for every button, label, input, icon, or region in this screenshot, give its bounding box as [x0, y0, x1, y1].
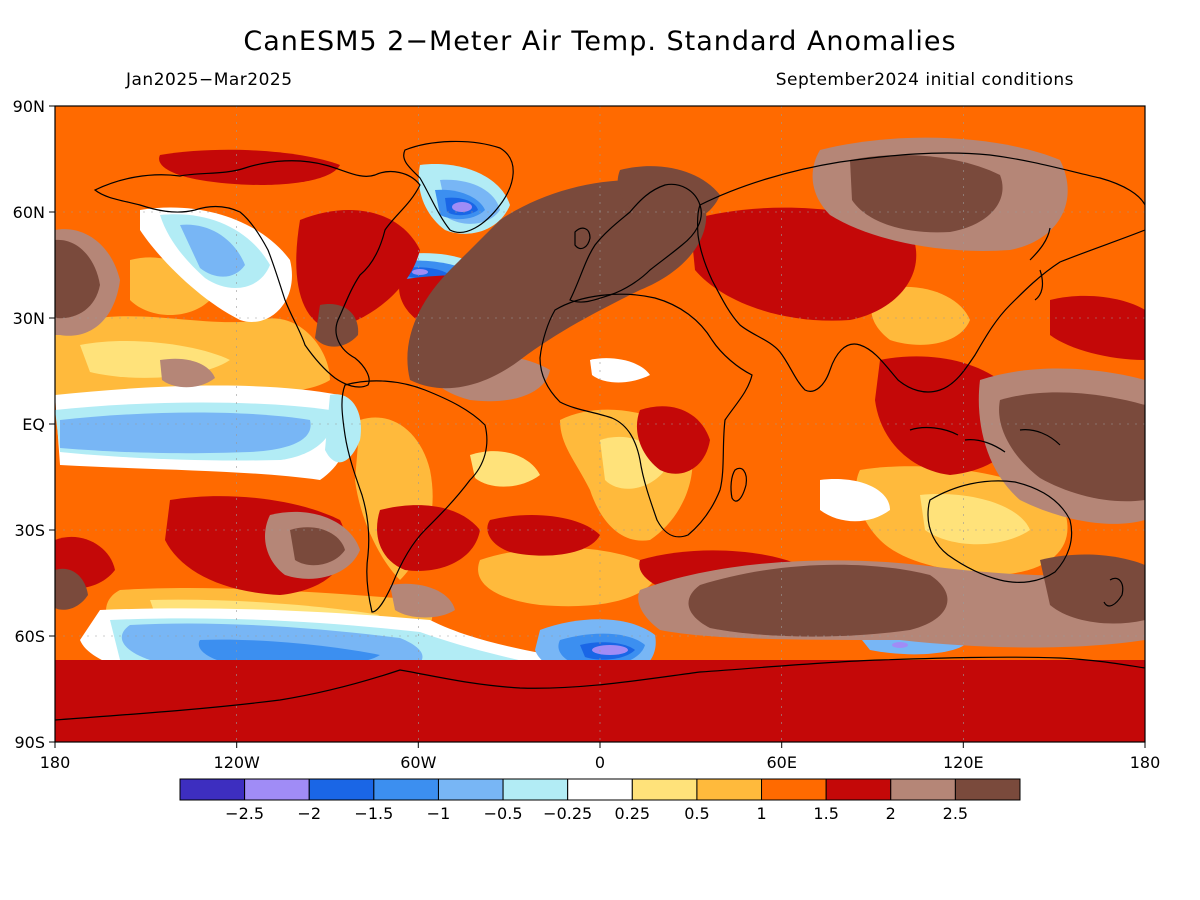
british-isles-coast: [574, 227, 591, 250]
chart-title: CanESM5 2−Meter Air Temp. Standard Anoma…: [243, 26, 957, 57]
lon-tick-label: 0: [595, 753, 605, 772]
north-america-coast: [93, 160, 421, 388]
colorbar-label: −0.25: [543, 804, 592, 823]
colorbar-label: −2.5: [225, 804, 264, 823]
antarctica-coast: [55, 656, 1145, 721]
colorbar-swatch: [890, 778, 956, 801]
colorbar-swatch: [437, 778, 504, 801]
asia-coast: [697, 152, 1145, 393]
lat-tick-label: 60S: [14, 627, 45, 646]
colorbar-label: −1.5: [354, 804, 393, 823]
lat-tick-label: 60N: [13, 203, 45, 222]
field-extreme-cold: [412, 202, 908, 655]
forecast-period: Jan2025−Mar2025: [126, 70, 293, 90]
south-america-coast: [341, 380, 488, 613]
lat-tick-label: 30N: [13, 309, 45, 328]
colorbar-swatch: [761, 778, 827, 801]
colorbar-label: 2: [886, 804, 896, 823]
colorbar-label: −0.5: [484, 804, 523, 823]
tick-marks: [49, 105, 1146, 748]
colorbar-label: 0.5: [684, 804, 709, 823]
colorbar-swatch: [502, 778, 569, 801]
latitude-labels: 90N 60N 30N EQ 30S 60S 90S: [13, 97, 45, 752]
australia-coast: [927, 480, 1073, 583]
lat-tick-label: 90N: [13, 97, 45, 116]
graticule: [55, 106, 1145, 742]
lon-tick-label: 60E: [766, 753, 796, 772]
lon-tick-label: 180: [40, 753, 71, 772]
colorbar-swatch: [825, 778, 892, 801]
japan-coast: [1029, 227, 1051, 301]
colorbar-swatch: [954, 778, 1021, 801]
indonesia-coast: [909, 426, 1061, 453]
lat-tick-label: 90S: [14, 733, 45, 752]
colorbar-swatch: [373, 778, 439, 801]
colorbar-swatch: [244, 778, 310, 801]
colorbar-swatch: [179, 778, 246, 801]
colorbar-label: −2: [297, 804, 321, 823]
colorbar-label: 1: [756, 804, 766, 823]
colorbar-label: −1: [427, 804, 451, 823]
colorbar-swatch: [567, 778, 633, 801]
lon-tick-label: 120W: [214, 753, 261, 772]
field-warm: [55, 149, 1145, 742]
lon-tick-label: 120E: [943, 753, 984, 772]
colorbar-label: 0.25: [614, 804, 650, 823]
lon-tick-label: 180: [1130, 753, 1161, 772]
colorbar: −2.5 −2 −1.5 −1 −0.5 −0.25 0.25 0.5 1 1.5 2 2.5: [179, 778, 1021, 823]
colorbar-swatch: [308, 778, 375, 801]
initial-conditions: September2024 initial conditions: [775, 70, 1074, 90]
lat-tick-label: 30S: [14, 521, 45, 540]
coastlines: [55, 140, 1145, 721]
madagascar-coast: [730, 467, 747, 502]
new-zealand-coast: [1103, 577, 1124, 607]
greenland-coast: [403, 140, 514, 233]
colorbar-swatch: [696, 778, 763, 801]
colorbar-swatch: [631, 778, 698, 801]
africa-coast: [539, 293, 753, 538]
anomaly-field: [55, 106, 1145, 742]
lon-tick-label: 60W: [400, 753, 436, 772]
colorbar-label: 2.5: [943, 804, 968, 823]
lat-tick-label: EQ: [22, 415, 45, 434]
colorbar-label: 1.5: [813, 804, 838, 823]
longitude-labels: 180 120W 60W 0 60E 120E 180: [40, 753, 1161, 772]
